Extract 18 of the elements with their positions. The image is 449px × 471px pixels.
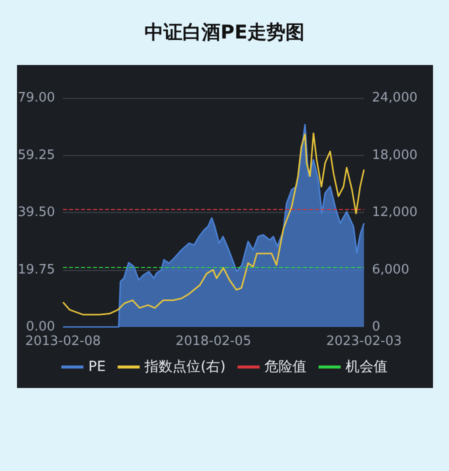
y-tick-label: 19.75: [18, 262, 55, 278]
legend-label: PE: [88, 359, 106, 375]
y-tick-label: 39.50: [18, 205, 55, 220]
y2-tick-label: 6,000: [372, 262, 410, 278]
chart-title: 中证白酒PE走势图: [144, 22, 304, 44]
y-tick-label: 59.25: [18, 148, 55, 163]
x-tick-label: 2018-02-05: [176, 334, 252, 349]
legend-label: 指数点位(右): [144, 359, 226, 375]
y2-tick-label: 24,000: [372, 90, 418, 106]
y2-tick-label: 0: [372, 320, 380, 334]
x-tick-label: 2023-02-03: [326, 334, 402, 349]
y2-tick-label: 18,000: [372, 148, 418, 163]
legend-label: 机会值: [346, 359, 388, 375]
y2-tick-label: 12,000: [372, 205, 418, 220]
x-tick-label: 2013-02-08: [25, 334, 101, 349]
y-tick-label: 79.00: [18, 90, 55, 106]
y-tick-label: 0.00: [26, 320, 55, 334]
legend-label: 危险值: [264, 359, 307, 375]
